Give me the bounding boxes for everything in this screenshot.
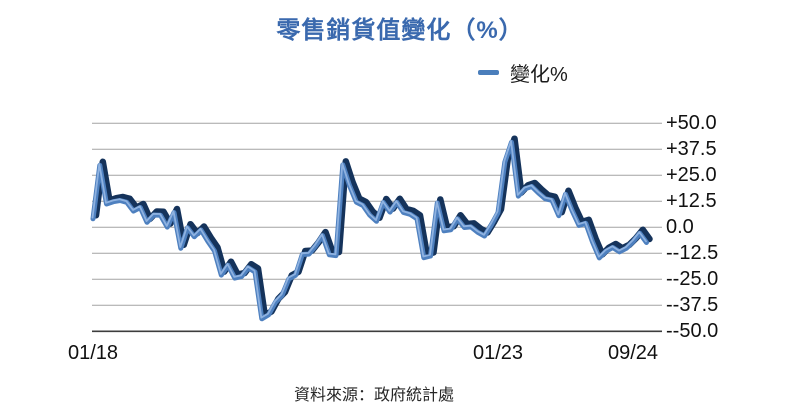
y-tick-label: --50.0 [666, 320, 719, 343]
y-tick-label: +37.5 [666, 138, 717, 161]
x-tick-label: 09/24 [607, 342, 659, 364]
y-tick-label: +12.5 [666, 190, 717, 213]
legend: 變化% [478, 58, 568, 87]
y-tick-label: +25.0 [666, 164, 717, 187]
y-tick-label: --25.0 [666, 268, 719, 291]
x-tick-label: 01/18 [67, 342, 119, 364]
y-tick-label: --37.5 [666, 294, 719, 317]
y-tick-label: --12.5 [666, 242, 719, 265]
legend-line-marker-icon [478, 70, 499, 75]
legend-series-label: 變化% [510, 64, 568, 86]
y-tick-label: +50.0 [666, 112, 717, 135]
chart-title: 零售銷貨值變化（%） [276, 17, 524, 44]
series-line-highlight [91, 140, 647, 319]
source-note: 資料來源：政府統計處 [293, 387, 454, 404]
x-tick-label: 01/23 [472, 342, 524, 364]
series-line [90, 139, 649, 322]
y-tick-label: 0.0 [666, 216, 694, 239]
